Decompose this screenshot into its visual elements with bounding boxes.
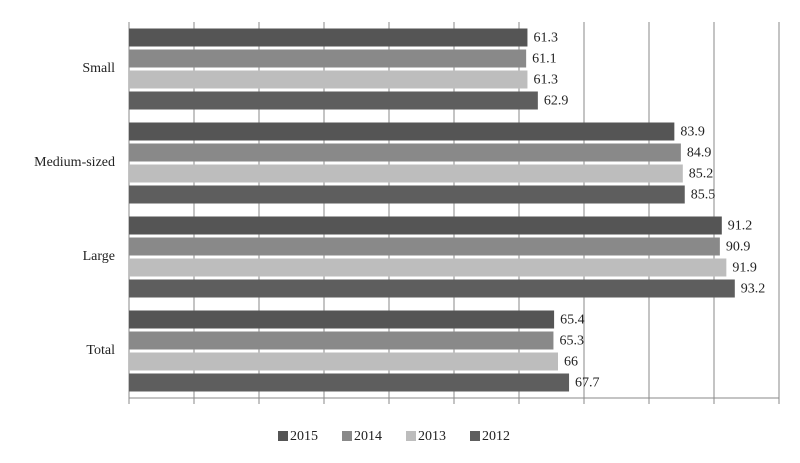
y-tick-label: Medium-sized: [34, 155, 115, 170]
value-label: 65.4: [560, 313, 585, 328]
value-label: 85.5: [691, 188, 716, 203]
bar: [129, 279, 735, 298]
legend-label: 2014: [354, 429, 382, 444]
legend-swatch: [470, 431, 480, 441]
bar: [129, 331, 554, 350]
value-label: 83.9: [680, 125, 705, 140]
legend-label: 2015: [290, 429, 318, 444]
bar: [129, 91, 538, 110]
legend-swatch: [342, 431, 352, 441]
bar: [129, 49, 527, 68]
value-label: 61.1: [532, 52, 557, 67]
bar: [129, 310, 555, 329]
value-label: 67.7: [575, 376, 600, 391]
bar: [129, 143, 681, 162]
bar: [129, 164, 683, 183]
bar: [129, 28, 528, 47]
legend-swatch: [406, 431, 416, 441]
legend-swatch: [278, 431, 288, 441]
value-label: 91.2: [728, 219, 753, 234]
value-label: 93.2: [741, 282, 766, 297]
y-tick-label: Large: [83, 249, 115, 264]
bar: [129, 216, 722, 235]
bar: [129, 70, 528, 89]
value-label: 90.9: [726, 240, 751, 255]
bar: [129, 237, 720, 256]
value-label: 61.3: [533, 31, 558, 46]
y-tick-label: Small: [82, 61, 115, 76]
value-label: 66: [564, 355, 578, 370]
value-label: 65.3: [559, 334, 584, 349]
value-label: 61.3: [533, 73, 558, 88]
y-tick-label: Total: [86, 343, 115, 358]
bar: [129, 373, 570, 392]
legend-label: 2012: [482, 429, 510, 444]
value-label: 91.9: [732, 261, 757, 276]
value-label: 85.2: [689, 167, 714, 182]
value-label: 62.9: [544, 94, 569, 109]
legend-label: 2013: [418, 429, 446, 444]
bar: [129, 185, 685, 204]
bar: [129, 122, 675, 141]
value-label: 84.9: [687, 146, 712, 161]
bar: [129, 352, 558, 371]
bar: [129, 258, 727, 277]
